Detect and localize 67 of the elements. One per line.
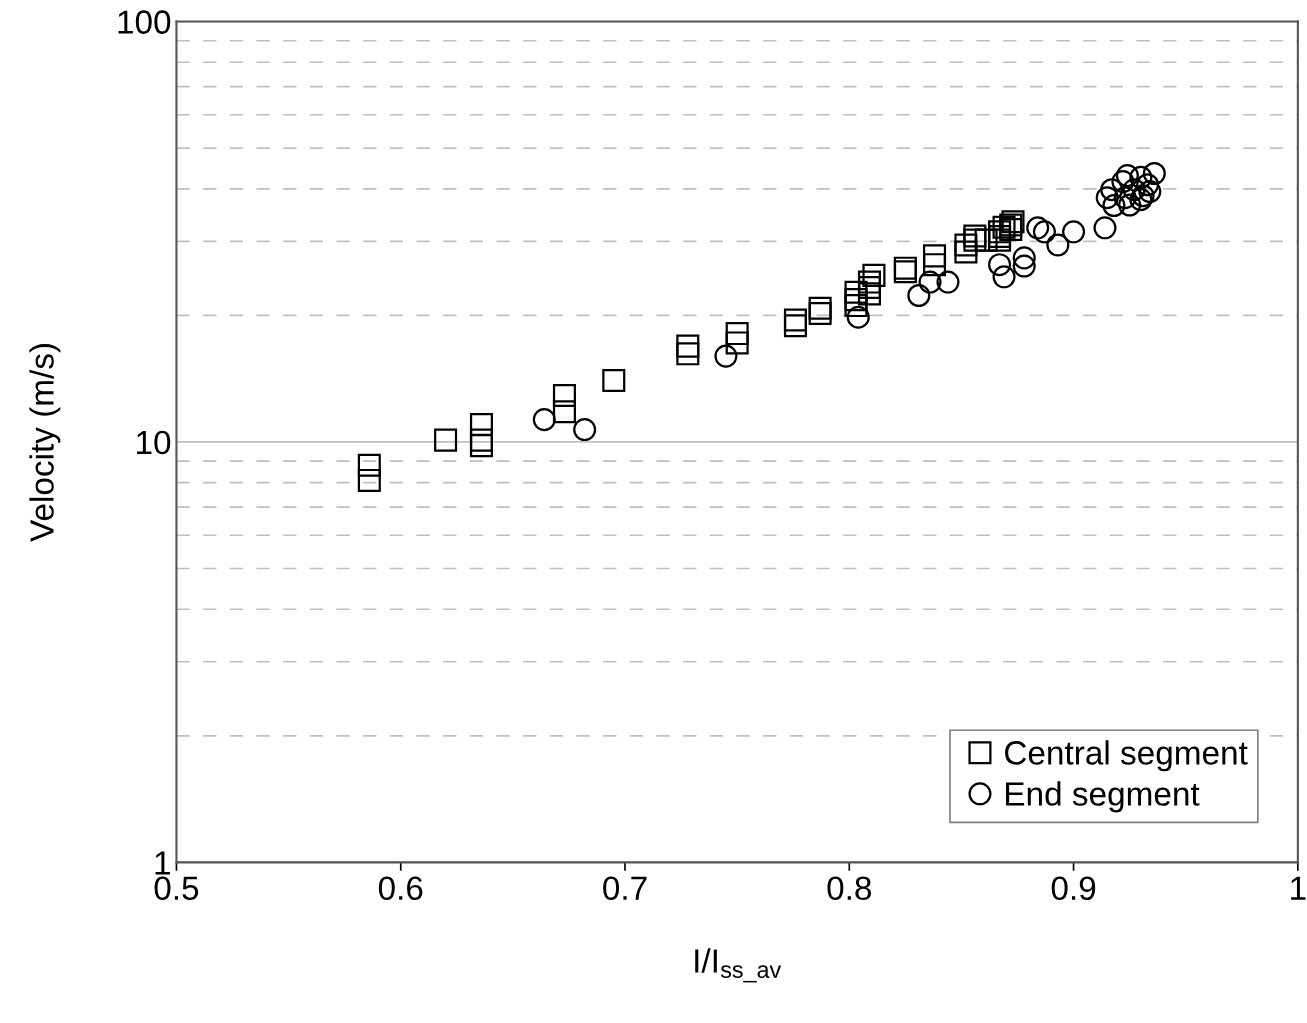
legend-label: End segment — [1006, 781, 1200, 813]
point — [988, 220, 1012, 244]
y-axis-title: Velocity (m/s) — [29, 343, 61, 542]
point — [676, 342, 700, 366]
point — [936, 270, 960, 294]
point — [725, 331, 749, 355]
point — [844, 294, 868, 318]
point — [1032, 220, 1056, 244]
point — [1100, 178, 1124, 202]
point — [357, 453, 381, 477]
point — [808, 302, 832, 326]
x-tick-label: 0.7 — [603, 876, 647, 901]
point — [846, 305, 870, 329]
point — [922, 253, 947, 277]
point — [357, 468, 381, 492]
point — [862, 263, 886, 287]
point — [1111, 170, 1135, 194]
point — [1102, 193, 1126, 218]
point — [857, 270, 881, 294]
x-tick-label: 0.5 — [154, 876, 199, 901]
point — [918, 270, 942, 294]
point — [992, 265, 1016, 289]
point — [907, 283, 931, 308]
point — [857, 282, 881, 306]
point — [922, 244, 947, 268]
x-tick-label: 0.9 — [1051, 876, 1096, 901]
point — [992, 215, 1016, 239]
point — [532, 408, 556, 432]
point — [602, 368, 626, 393]
y-tick-label: 10 — [137, 430, 171, 455]
point — [954, 233, 978, 257]
point — [1136, 173, 1160, 197]
y-tick-label: 100 — [118, 10, 171, 34]
point — [783, 308, 807, 332]
x-axis-title: I/I$_{ss_av}$ — [695, 948, 782, 983]
point — [552, 400, 576, 424]
point — [714, 344, 738, 368]
point — [469, 428, 493, 452]
point — [1062, 220, 1086, 244]
point — [808, 296, 832, 320]
point — [434, 428, 458, 452]
point — [783, 314, 807, 338]
point — [1012, 246, 1036, 270]
y-tick-label: 1 — [155, 851, 170, 875]
point — [552, 383, 576, 407]
point — [1046, 233, 1070, 257]
point — [988, 253, 1012, 277]
x-tick-label: 0.8 — [827, 876, 872, 901]
point — [1115, 164, 1139, 188]
point — [1012, 254, 1036, 278]
point — [844, 288, 868, 312]
point — [469, 434, 493, 458]
point — [1026, 216, 1050, 240]
point — [725, 322, 749, 346]
point — [1095, 186, 1119, 210]
x-tick-label: 0.6 — [378, 876, 423, 901]
point — [676, 334, 700, 358]
point — [1142, 161, 1166, 186]
point — [573, 418, 597, 442]
point — [1093, 216, 1117, 240]
point — [844, 280, 868, 304]
x-tick-label: 1 — [1291, 876, 1306, 900]
point — [954, 240, 978, 264]
point — [974, 228, 998, 252]
point — [999, 218, 1023, 242]
point — [1118, 193, 1142, 217]
legend-label: Central segment — [1005, 740, 1248, 772]
